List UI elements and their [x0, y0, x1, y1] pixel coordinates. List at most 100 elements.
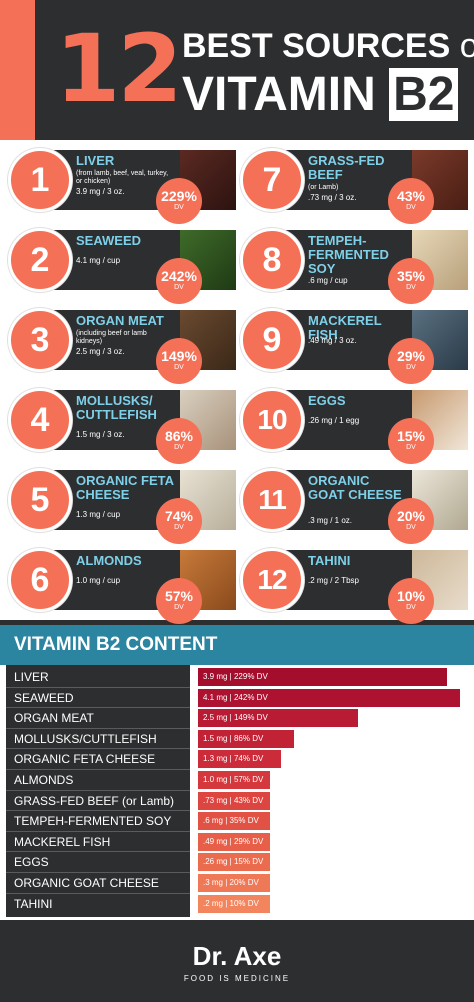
source-amount: 1.5 mg / 3 oz. — [76, 430, 125, 439]
row-divider — [6, 769, 190, 770]
category-label: GRASS-FED BEEF (or Lamb) — [14, 793, 175, 808]
source-name: GRASS-FED BEEF — [308, 153, 385, 182]
source-amount: .49 mg / 3 oz. — [308, 336, 357, 345]
source-amount: 2.5 mg / 3 oz. — [76, 347, 125, 356]
brand-logo: Dr. Axe — [192, 941, 282, 971]
dv-label: DV — [406, 204, 416, 211]
bar-value-label: .3 mg | 20% DV — [203, 878, 259, 887]
source-card: 1 LIVER (from lamb, beef, veal, turkey, or… — [8, 144, 236, 224]
source-name: ORGAN MEAT — [76, 313, 164, 328]
chart-bar — [198, 750, 282, 769]
chart-bar — [198, 812, 270, 831]
dv-percent: 86% — [164, 428, 194, 444]
source-amount: .6 mg / cup — [308, 276, 348, 285]
row-divider — [6, 707, 190, 709]
chart-bar — [198, 853, 270, 872]
dv-badge: 74% DV — [156, 498, 202, 544]
source-name: MACKEREL FISH — [308, 313, 382, 342]
row-divider — [6, 727, 190, 729]
source-name: LIVER — [76, 153, 115, 168]
source-note: (from lamb, beef, veal, turkey, or chick… — [76, 170, 169, 185]
brand-tagline: FOOD IS MEDICINE — [183, 974, 291, 983]
source-name: EGGS — [308, 393, 346, 408]
category-label: ORGANIC GOAT CHEESE — [14, 876, 159, 890]
dv-label: DV — [174, 204, 184, 211]
source-amount: .73 mg / 3 oz. — [308, 193, 357, 202]
chart-bars: 3.9 mg | 229% DV 4.1 mg | 242% DV 2.5 mg |… — [198, 665, 468, 917]
chart-bar — [198, 771, 270, 789]
category-label: MACKEREL FISH — [14, 834, 111, 849]
title-b2: B2 — [389, 68, 459, 121]
rank-circle: 5 — [8, 468, 72, 532]
source-amount: .3 mg / 1 oz. — [308, 516, 353, 525]
rank-circle: 12 — [240, 548, 304, 612]
dv-badge: 86% DV — [156, 418, 202, 464]
source-card: 3 ORGAN MEAT (including beef or lamb kidne… — [8, 304, 236, 384]
dv-label: DV — [406, 364, 416, 371]
chart-bar — [198, 832, 270, 851]
category-label: LIVER — [14, 670, 49, 684]
source-card: 12 TAHINI .2 mg / 2 Tbsp 10% DV — [240, 544, 468, 624]
category-label: ORGANIC FETA CHEESE — [14, 752, 156, 767]
chart-category-labels: LIVER SEAWEED ORGAN MEAT MOLLUSKS/CUTTLEFIS… — [6, 665, 190, 917]
source-note: (including beef or lamb kidneys) — [76, 330, 147, 345]
category-label: TAHINI — [14, 896, 53, 911]
bar-value-label: .6 mg | 35% DV — [203, 816, 259, 826]
source-card: 10 EGGS .26 mg / 1 egg 15% DV — [240, 384, 468, 464]
dv-label: DV — [174, 364, 184, 371]
dv-badge: 29% DV — [388, 338, 434, 384]
rank-circle: 11 — [240, 468, 304, 532]
title-best-sources: BEST SOURCES — [182, 27, 451, 65]
source-card: 8 TEMPEH-FERMENTED SOY .6 mg / cup 35% DV — [240, 224, 468, 304]
dv-badge: 43% DV — [388, 178, 434, 224]
content-chart: VITAMIN B2 CONTENT LIVER SEAWEED ORGAN MEA… — [0, 625, 474, 920]
row-divider — [6, 830, 190, 832]
dv-label: DV — [406, 524, 416, 531]
category-label: ALMONDS — [14, 773, 74, 787]
dv-label: DV — [406, 284, 416, 291]
row-divider — [6, 748, 190, 750]
sources-grid: 1 LIVER (from lamb, beef, veal, turkey, or… — [0, 140, 474, 624]
dv-percent: 43% — [396, 188, 426, 204]
title-of: of — [459, 27, 474, 65]
source-name: SEAWEED — [76, 233, 142, 248]
chart-bar — [198, 668, 448, 686]
row-divider — [6, 810, 190, 812]
rank-circle: 8 — [240, 228, 304, 292]
category-label: SEAWEED — [14, 690, 74, 705]
source-amount: 3.9 mg / 3 oz. — [76, 187, 125, 196]
rank-circle: 4 — [8, 388, 72, 452]
category-label: ORGAN MEAT — [14, 711, 94, 726]
source-card: 6 ALMONDS 1.0 mg / cup 57% DV — [8, 544, 236, 624]
source-name: TAHINI — [308, 553, 351, 568]
bar-value-label: 3.9 mg | 229% DV — [203, 672, 268, 681]
chart-bar — [198, 791, 270, 810]
source-card: 4 MOLLUSKS/ CUTTLEFISH 1.5 mg / 3 oz. 86% DV — [8, 384, 236, 464]
source-note: (or Lamb) — [308, 184, 339, 191]
rank-circle: 10 — [240, 388, 304, 452]
rank-circle: 2 — [8, 228, 72, 292]
source-card: 2 SEAWEED 4.1 mg / cup 242% DV — [8, 224, 236, 304]
source-amount: .26 mg / 1 egg — [308, 416, 360, 425]
title-line-1: BEST SOURCES of — [182, 28, 474, 64]
chart-bar — [198, 729, 294, 748]
dv-label: DV — [174, 284, 184, 291]
bar-value-label: 1.5 mg | 86% DV — [203, 733, 264, 743]
dv-percent: 15% — [396, 428, 426, 444]
source-card: 7 GRASS-FED BEEF (or Lamb) .73 mg / 3 oz. 43… — [240, 144, 468, 224]
rank-circle: 3 — [8, 308, 72, 372]
rank-circle: 9 — [240, 308, 304, 372]
row-divider — [6, 686, 190, 688]
chart-title: VITAMIN B2 CONTENT — [14, 634, 218, 655]
dv-label: DV — [406, 444, 416, 451]
chart-bar — [198, 688, 460, 707]
title-line-2: VITAMIN B2 — [182, 68, 459, 121]
bar-value-label: 4.1 mg | 242% DV — [203, 692, 268, 702]
chart-bar — [198, 709, 358, 728]
source-card: 11 ORGANIC GOAT CHEESE .3 mg / 1 oz. 20% DV — [240, 464, 468, 544]
source-amount: .2 mg / 2 Tbsp — [308, 576, 359, 585]
row-divider — [6, 872, 190, 873]
dv-label: DV — [174, 604, 184, 611]
category-label: EGGS — [14, 855, 49, 870]
bar-value-label: .26 mg | 15% DV — [203, 857, 264, 867]
